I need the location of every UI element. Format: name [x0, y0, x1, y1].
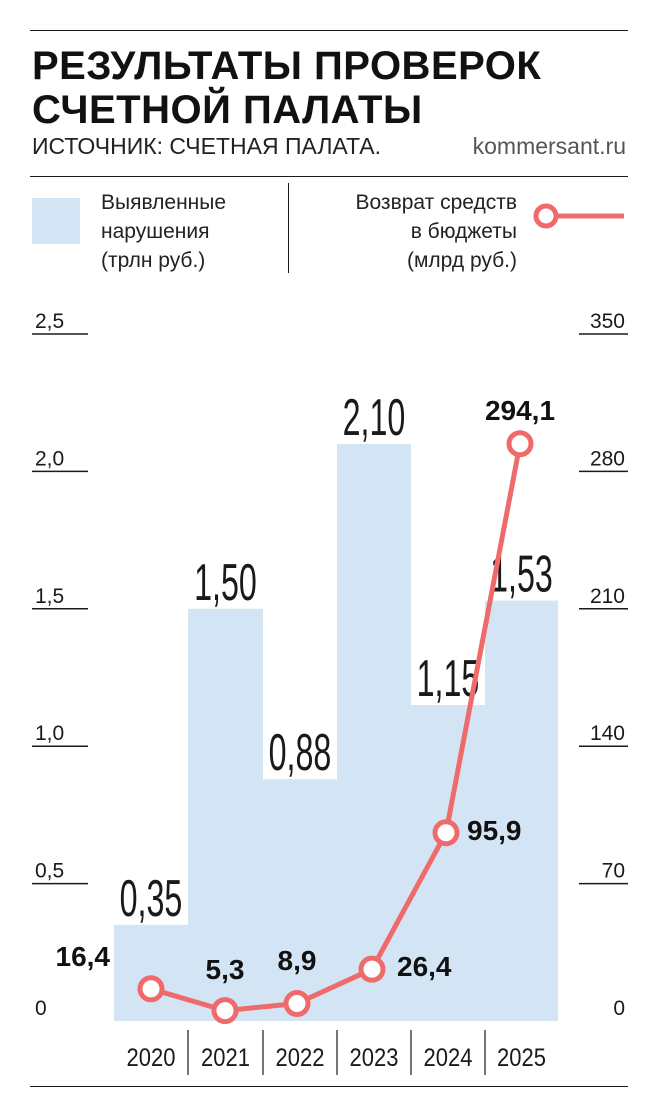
legend-bar-swatch [32, 198, 80, 244]
source-note: ИСТОЧНИК: СЧЕТНАЯ ПАЛАТА. [32, 133, 381, 159]
bar-2025 [485, 600, 558, 1021]
legend-line-label: Возврат средств в бюджеты (млрд руб.) [355, 188, 517, 275]
bar-label-bg-2021 [188, 541, 263, 608]
bar-value-label-2020: 0,35 [120, 870, 183, 928]
right-axis-tick-label: 350 [590, 310, 625, 333]
line-point-2020 [137, 975, 165, 1003]
line-value-label-2024: 95,9 [467, 815, 522, 846]
right-axis-tick-label: 70 [602, 860, 625, 883]
left-axis-tick-label: 0,5 [35, 860, 64, 883]
bar-label-bg-2023 [337, 376, 411, 443]
line-value-label-2021: 5,3 [206, 954, 245, 985]
x-axis-tick-label-2021: 2021 [201, 1044, 250, 1072]
top-rule [30, 30, 628, 31]
legend-bar-label-line1: Выявленные [101, 191, 227, 214]
left-axis-tick-label: 2,5 [35, 310, 64, 333]
bar-2021 [188, 608, 263, 1021]
site-credit: kommersant.ru [472, 133, 626, 159]
x-axis-tick-label-2020: 2020 [127, 1044, 176, 1072]
chart-title-line2: СЧЕТНОЙ ПАЛАТЫ [32, 88, 423, 132]
right-axis-tick-label: 280 [590, 447, 625, 470]
legend-separator [288, 183, 289, 273]
bar-2023 [337, 443, 411, 1021]
right-axis-tick-label: 0 [613, 997, 625, 1020]
bar-2022 [263, 779, 337, 1021]
line-value-label-2023: 26,4 [397, 951, 452, 982]
legend-line-label-line1: Возврат средств [355, 191, 517, 214]
legend-line-label-line3: (млрд руб.) [406, 249, 517, 272]
bar-2024 [411, 704, 485, 1021]
left-axis-tick-label: 1,0 [35, 722, 64, 745]
left-axis-tick-label: 0 [35, 997, 47, 1020]
bar-label-bg-2022 [263, 712, 337, 779]
left-axis-tick-label: 1,5 [35, 585, 64, 608]
right-axis-tick-label: 140 [590, 722, 625, 745]
x-axis-tick-label-2024: 2024 [424, 1044, 473, 1072]
bar-label-bg-2020 [114, 857, 188, 924]
line-point-2023 [358, 955, 386, 983]
bar-value-label-2022: 0,88 [269, 725, 332, 783]
bottom-rule [30, 1086, 628, 1087]
bar-value-label-2024: 1,15 [417, 650, 480, 708]
left-axis-tick-label: 2,0 [35, 447, 64, 470]
chart-title-line1: РЕЗУЛЬТАТЫ ПРОВЕРОК [32, 44, 542, 88]
header-rule [30, 176, 628, 177]
bar-value-label-2023: 2,10 [343, 389, 406, 447]
bar-value-label-2021: 1,50 [194, 554, 257, 612]
legend-bar-label: Выявленные нарушения (трлн руб.) [101, 188, 226, 275]
legend-line-marker [533, 203, 624, 229]
x-axis-tick-label-2025: 2025 [497, 1044, 546, 1072]
x-axis-tick-label-2022: 2022 [276, 1044, 325, 1072]
line-point-2022 [283, 990, 311, 1018]
right-axis-tick-label: 210 [590, 585, 625, 608]
line-point-2021 [211, 997, 239, 1025]
line-value-label-2025: 294,1 [485, 395, 555, 426]
line-point-2024 [432, 819, 460, 847]
line-point-2025 [506, 430, 534, 458]
x-axis-tick-label-2023: 2023 [350, 1044, 399, 1072]
line-value-label-2022: 8,9 [278, 945, 317, 976]
line-value-label-2020: 16,4 [56, 941, 111, 972]
legend-bar-label-line2: нарушения [101, 220, 210, 243]
bar-2020 [114, 924, 188, 1021]
legend-line-label-line2: в бюджеты [410, 220, 517, 243]
legend-bar-label-line3: (трлн руб.) [101, 249, 206, 272]
chart-title: РЕЗУЛЬТАТЫ ПРОВЕРОК СЧЕТНОЙ ПАЛАТЫ [32, 44, 541, 132]
